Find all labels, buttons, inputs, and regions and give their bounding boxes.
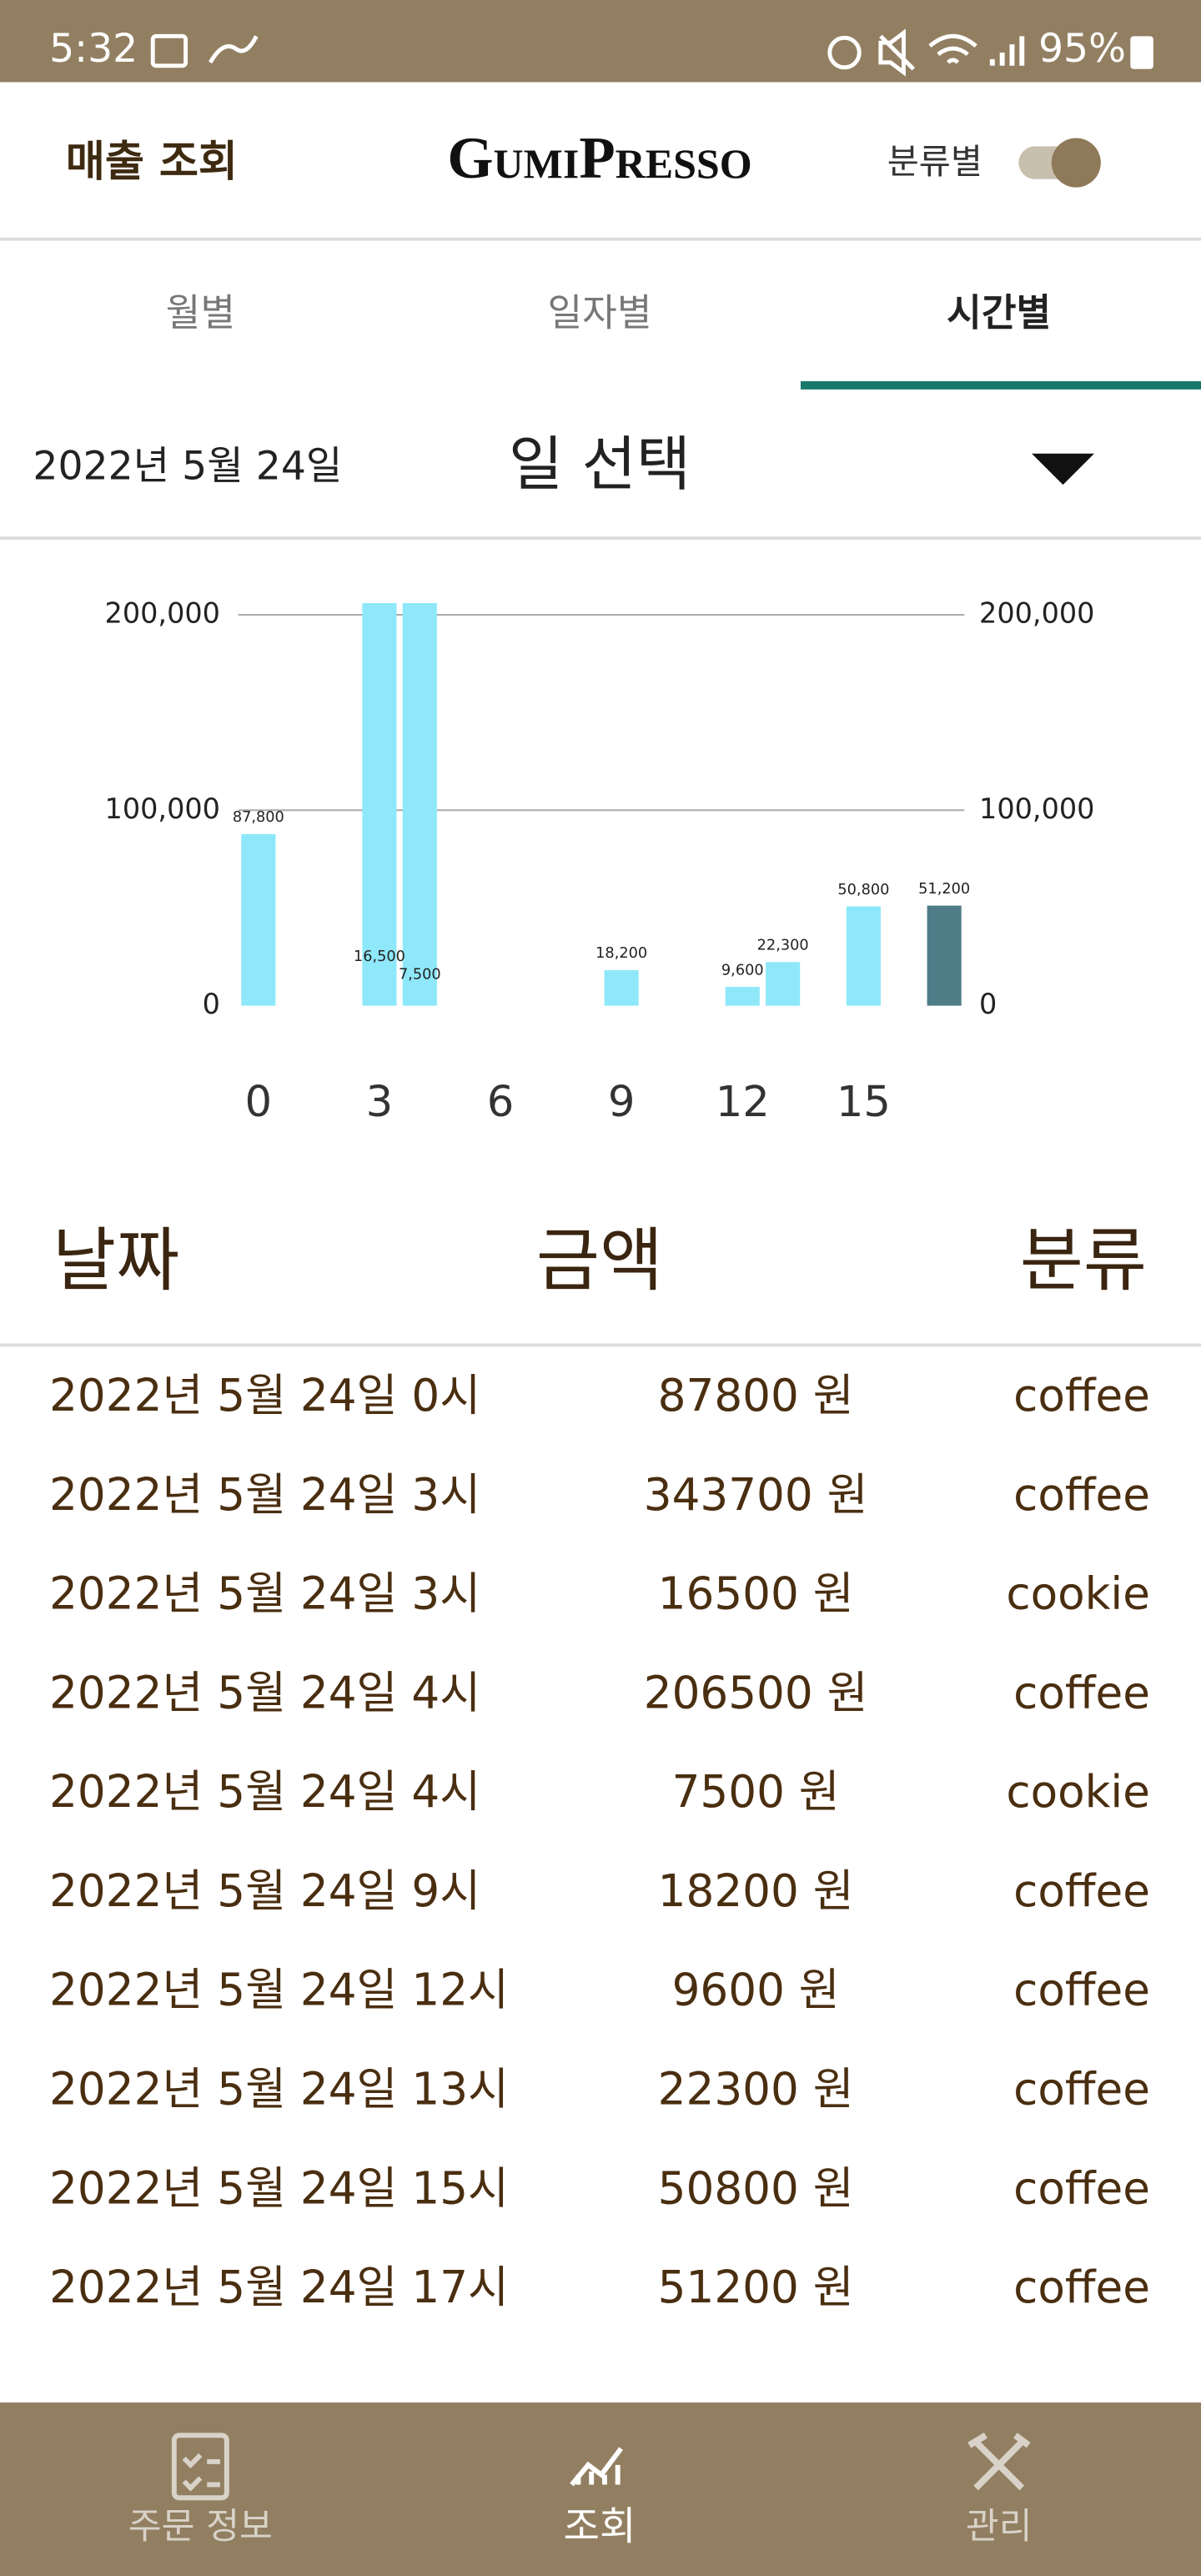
x-tick-label: 12 (716, 1077, 770, 1127)
status-bar (0, 0, 1201, 83)
page-title: 매출 조회 (66, 137, 238, 187)
x-tick-label: 9 (608, 1077, 636, 1127)
row-amount: 16500 원 (658, 1568, 854, 1620)
brand-logo: GumiPresso (447, 126, 751, 191)
x-tick-label: 3 (366, 1077, 394, 1127)
column-header: 날짜 (53, 1220, 179, 1301)
table-body: 2022년 5월 24일 0시 87800 원 coffee 2022년 5월 24일… (49, 1370, 1150, 2313)
row-amount: 7500 원 (672, 1766, 840, 1818)
tools-icon (967, 2432, 1031, 2491)
battery-icon (1130, 36, 1153, 69)
row-category: cookie (1006, 1568, 1150, 1620)
row-category: coffee (1013, 2262, 1150, 2313)
selected-date: 2022년 5월 24일 (33, 443, 342, 489)
row-amount: 343700 원 (644, 1469, 868, 1521)
x-axis: 0 3 6 9 12 15 (245, 1077, 891, 1127)
row-date: 2022년 5월 24일 12시 (49, 1965, 509, 2016)
row-amount: 22300 원 (658, 2064, 854, 2116)
row-amount: 9600 원 (672, 1965, 840, 2016)
row-amount: 87800 원 (658, 1370, 854, 1421)
y2-tick-label: 200,000 (979, 597, 1094, 630)
tab-indicator (801, 381, 1201, 390)
bar (604, 969, 639, 1006)
row-date: 2022년 5월 24일 9시 (49, 1865, 480, 1917)
wifi-icon (928, 34, 977, 64)
row-date: 2022년 5월 24일 15시 (49, 2162, 509, 2214)
value-label: 50,800 (837, 882, 889, 898)
row-amount: 50800 원 (658, 2162, 854, 2214)
bar (402, 991, 437, 1006)
row-date: 2022년 5월 24일 4시 (49, 1667, 480, 1718)
row-date: 2022년 5월 24일 0시 (49, 1370, 480, 1421)
row-date: 2022년 5월 24일 17시 (49, 2262, 509, 2313)
bottom-nav (0, 2402, 1201, 2576)
orders-icon (171, 2433, 229, 2501)
status-time: 5:32 (49, 26, 138, 72)
alarm-icon (827, 35, 862, 70)
row-category: cookie (1006, 1766, 1150, 1818)
value-label: 16,500 (354, 948, 405, 965)
y-tick-label: 200,000 (105, 597, 220, 630)
y-tick-label: 0 (203, 988, 220, 1020)
bar (241, 833, 276, 1006)
x-tick-label: 15 (837, 1077, 891, 1127)
tab[interactable]: 일자별 (547, 291, 651, 335)
bar (846, 906, 881, 1006)
toggle-thumb[interactable] (1051, 138, 1101, 188)
toggle-label: 분류별 (887, 142, 982, 182)
bar (362, 973, 397, 1006)
bar (725, 987, 760, 1006)
nav-item[interactable]: 주문 정보 (128, 2506, 273, 2548)
value-label: 87,800 (233, 809, 284, 826)
x-tick-label: 0 (245, 1077, 273, 1127)
y2-tick-label: 0 (979, 988, 997, 1020)
signal-icon (989, 36, 1025, 66)
row-amount: 18200 원 (658, 1865, 854, 1917)
value-label: 18,200 (595, 945, 647, 962)
chart: 0 0 100,000 100,000 200,000 200,000 0 3 6 9 12 15 16… (105, 597, 1095, 1127)
bars (241, 602, 962, 1006)
value-label: 22,300 (757, 938, 809, 954)
row-date: 2022년 5월 24일 3시 (49, 1568, 480, 1620)
row-category: coffee (1013, 1469, 1150, 1521)
row-date: 2022년 5월 24일 4시 (49, 1766, 480, 1818)
row-date: 2022년 5월 24일 13시 (49, 2064, 509, 2116)
row-category: coffee (1013, 2064, 1150, 2116)
bar (402, 602, 437, 992)
bar (362, 602, 397, 974)
battery-level: 95% (1038, 26, 1126, 72)
column-header: 금액 (536, 1220, 663, 1301)
y-tick-label: 100,000 (105, 792, 220, 825)
value-label: 51,200 (918, 881, 970, 898)
row-category: coffee (1013, 1667, 1150, 1718)
tab[interactable]: 시간별 (947, 291, 1051, 335)
nav-item[interactable]: 조회 (564, 2504, 636, 2550)
y2-tick-label: 100,000 (979, 792, 1094, 825)
bar (766, 962, 801, 1006)
nav-item[interactable]: 관리 (966, 2506, 1033, 2548)
row-amount: 206500 원 (644, 1667, 868, 1718)
x-tick-label: 6 (487, 1077, 515, 1127)
tab[interactable]: 월별 (166, 291, 235, 335)
row-category: coffee (1013, 2162, 1150, 2214)
row-category: coffee (1013, 1370, 1150, 1421)
date-picker[interactable]: 일 선택 (509, 430, 691, 499)
bar (927, 905, 962, 1006)
mute-icon (878, 28, 916, 77)
value-label: 7,500 (399, 966, 441, 983)
link-icon (209, 35, 259, 64)
column-header: 분류 (1020, 1220, 1147, 1301)
row-amount: 51200 원 (658, 2262, 854, 2313)
row-category: coffee (1013, 1965, 1150, 2016)
gallery-icon (150, 33, 188, 68)
value-label: 9,600 (721, 962, 764, 979)
row-category: coffee (1013, 1865, 1150, 1917)
row-date: 2022년 5월 24일 3시 (49, 1469, 480, 1521)
dropdown-arrow[interactable] (1032, 453, 1094, 486)
